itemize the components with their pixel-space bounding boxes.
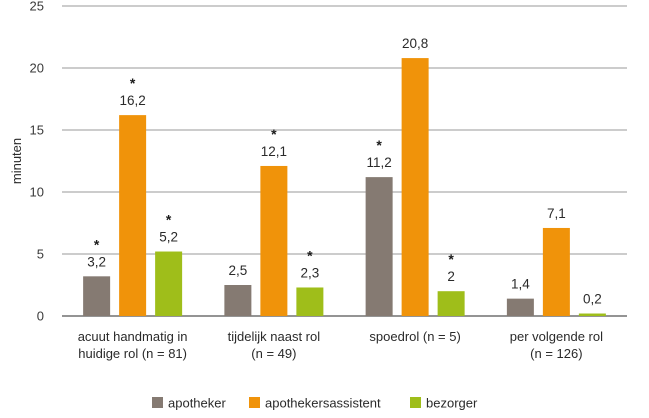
bar — [401, 58, 429, 317]
category-labels: acuut handmatig in huidige rol (n = 81) ti… — [78, 329, 603, 361]
legend-swatch — [410, 397, 421, 408]
y-axis-label: minuten — [9, 138, 24, 184]
legend-label: bezorger — [426, 396, 478, 411]
category-label: spoedrol (n = 5) — [369, 329, 460, 344]
bar — [437, 291, 465, 316]
legend-swatch — [249, 397, 260, 408]
data-label: 2,3 — [300, 265, 319, 280]
data-label: 7,1 — [547, 206, 566, 221]
category-label: tijdelijk naast rol — [228, 329, 321, 344]
bar — [578, 313, 606, 316]
category-label: (n = 126) — [530, 346, 582, 361]
data-label: 2 — [447, 269, 455, 284]
significance-marker: * — [94, 236, 100, 252]
significance-marker: * — [376, 137, 382, 153]
bar — [155, 251, 183, 316]
y-tick-label: 25 — [30, 0, 44, 14]
y-tick-label: 10 — [30, 185, 44, 200]
bar — [119, 115, 147, 317]
significance-marker: * — [448, 251, 454, 267]
bar — [542, 227, 570, 316]
significance-marker: * — [307, 247, 313, 263]
bar — [365, 177, 393, 316]
y-axis: 0 5 10 15 20 25 — [30, 0, 44, 324]
bar — [224, 285, 252, 316]
data-labels: 3,2 * 16,2 * 5,2 * 2,5 12,1 * 2,3 * 11,2 * 20,8 2 * 1,4 7… — [87, 36, 602, 306]
legend-swatch — [152, 397, 163, 408]
data-label: 16,2 — [119, 93, 145, 108]
bar — [83, 276, 111, 316]
y-tick-label: 20 — [30, 61, 44, 76]
category-label: per volgende rol — [510, 329, 603, 344]
bar — [506, 298, 534, 316]
significance-marker: * — [130, 75, 136, 91]
legend: apotheker apothekersassistent bezorger — [152, 396, 478, 411]
data-label: 12,1 — [261, 144, 287, 159]
bar — [260, 165, 288, 316]
category-label: (n = 49) — [251, 346, 296, 361]
data-label: 20,8 — [402, 36, 428, 51]
bar — [296, 287, 324, 316]
category-label: acuut handmatig in — [78, 329, 188, 344]
gridlines — [62, 5, 627, 317]
y-tick-label: 15 — [30, 123, 44, 138]
significance-marker: * — [166, 212, 172, 228]
significance-marker: * — [271, 126, 277, 142]
data-label: 3,2 — [87, 254, 106, 269]
data-label: 2,5 — [228, 263, 247, 278]
data-label: 5,2 — [159, 230, 178, 245]
y-tick-label: 0 — [37, 309, 44, 324]
data-label: 0,2 — [583, 292, 602, 307]
category-label: huidige rol (n = 81) — [78, 346, 187, 361]
data-label: 11,2 — [366, 155, 391, 170]
legend-label: apothekersassistent — [265, 396, 381, 411]
y-tick-label: 5 — [37, 247, 44, 262]
legend-label: apotheker — [168, 396, 226, 411]
bars — [83, 58, 606, 317]
data-label: 1,4 — [511, 277, 530, 292]
